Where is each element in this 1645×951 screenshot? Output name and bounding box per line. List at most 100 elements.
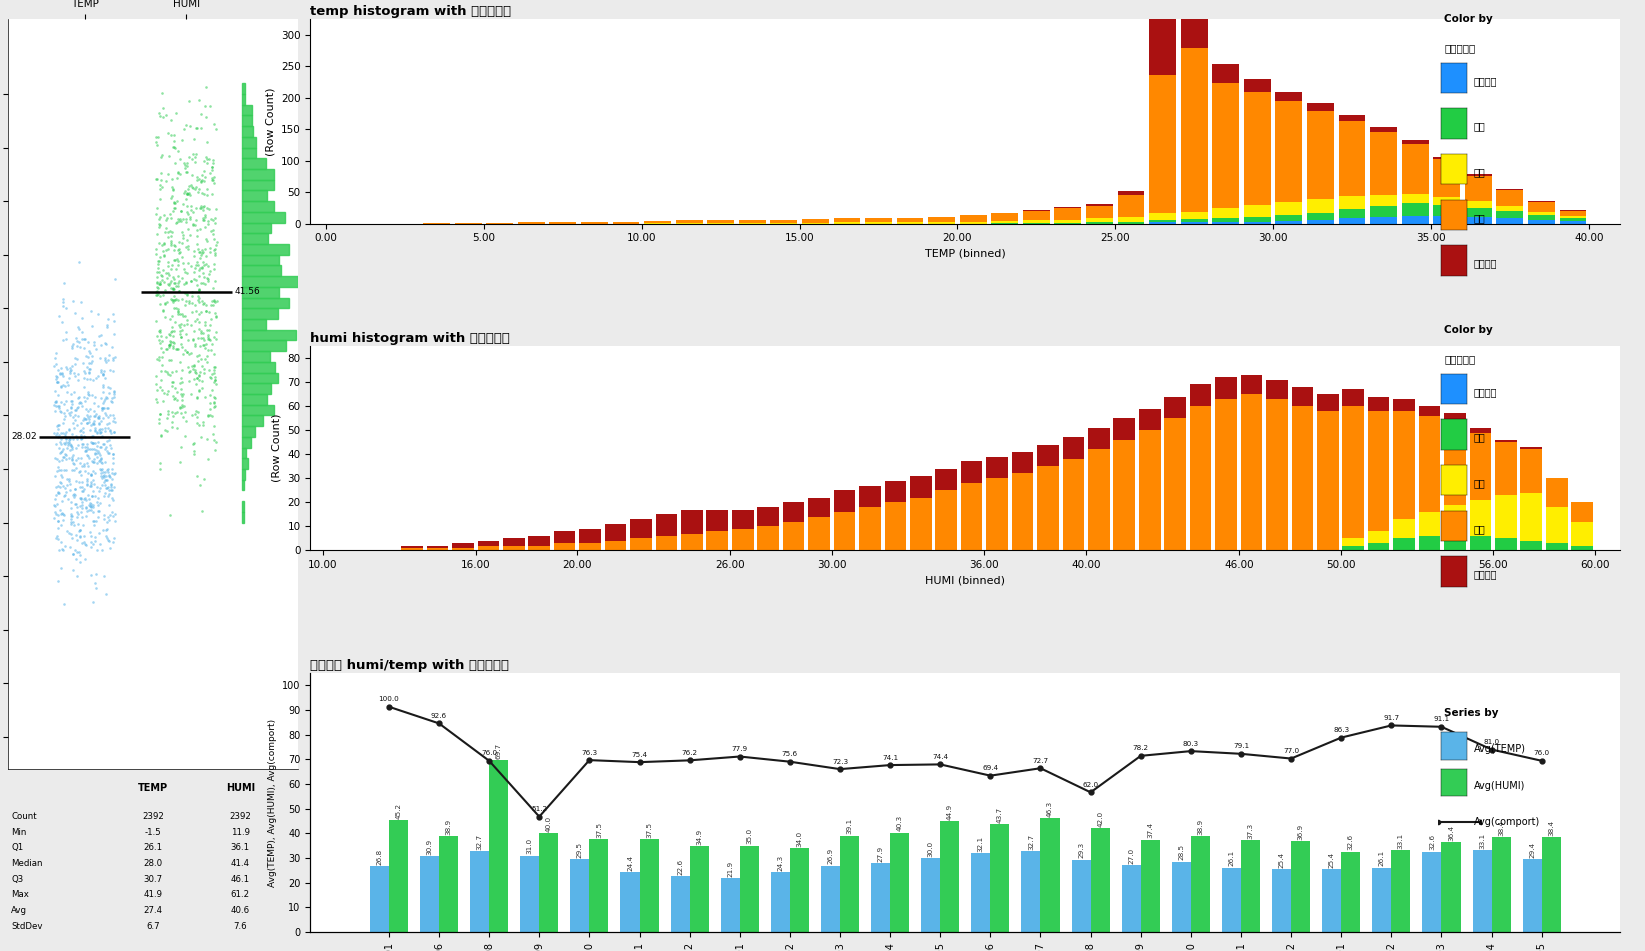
Point	[151, 207, 178, 223]
Bar	[439, 836, 457, 932]
Point	[43, 394, 69, 409]
Point	[92, 528, 118, 543]
Point	[184, 255, 211, 270]
Point	[202, 201, 229, 216]
Point	[43, 369, 69, 384]
Point	[155, 166, 181, 182]
Point	[143, 201, 169, 216]
Point	[53, 394, 79, 409]
Point	[158, 233, 184, 248]
Point	[76, 502, 102, 517]
Point	[189, 243, 215, 258]
Point	[89, 522, 115, 537]
Bar	[841, 836, 859, 932]
Point	[156, 367, 183, 382]
Bar	[426, 548, 449, 551]
Point	[100, 384, 127, 399]
Point	[155, 277, 181, 292]
Bar	[503, 538, 525, 546]
Point	[194, 327, 220, 342]
Point	[58, 362, 84, 378]
Point	[151, 363, 178, 378]
Text: 27.9: 27.9	[877, 845, 883, 862]
Point	[201, 172, 227, 187]
Point	[97, 408, 123, 423]
Point	[184, 404, 211, 419]
Point	[79, 436, 105, 451]
Bar	[821, 865, 841, 932]
Bar	[1171, 862, 1191, 932]
Point	[86, 411, 112, 426]
Point	[67, 528, 94, 543]
Point	[63, 452, 89, 467]
Point	[90, 469, 117, 484]
Point	[87, 448, 114, 463]
Point	[64, 352, 90, 367]
Point	[150, 235, 176, 250]
Point	[146, 264, 173, 280]
Bar	[1272, 869, 1291, 932]
Bar	[1444, 420, 1466, 505]
Point	[56, 365, 82, 380]
Bar	[1189, 406, 1211, 551]
Point	[191, 266, 217, 281]
Point	[202, 373, 229, 388]
Point	[151, 296, 178, 311]
Point	[82, 407, 109, 422]
Point	[181, 339, 207, 354]
Point	[201, 155, 227, 170]
Point	[89, 542, 115, 557]
Point	[153, 282, 179, 298]
Text: 30.7: 30.7	[143, 875, 163, 883]
Point	[153, 212, 179, 227]
Text: 25.4: 25.4	[1329, 852, 1334, 868]
Text: 26.1: 26.1	[143, 844, 163, 852]
Avg(comport)	[429, 718, 449, 729]
Point	[79, 473, 105, 488]
Point	[58, 509, 84, 524]
Point	[166, 213, 192, 228]
Text: 37.5: 37.5	[646, 822, 651, 838]
Point	[192, 169, 219, 184]
Text: 25.4: 25.4	[1278, 852, 1285, 868]
Point	[86, 409, 112, 424]
Avg(comport)	[1531, 755, 1551, 767]
Point	[161, 253, 188, 268]
Point	[184, 410, 211, 425]
Point	[79, 513, 105, 528]
Text: 28.02: 28.02	[12, 432, 36, 441]
Point	[192, 389, 219, 404]
Bar	[242, 223, 271, 233]
Point	[67, 396, 94, 411]
Point	[69, 479, 95, 495]
Point	[49, 314, 76, 329]
Bar	[936, 491, 957, 551]
Point	[97, 423, 123, 438]
Point	[51, 409, 77, 424]
Point	[95, 482, 122, 497]
Point	[176, 293, 202, 308]
Point	[189, 296, 215, 311]
Point	[51, 596, 77, 611]
Point	[82, 436, 109, 451]
Point	[146, 277, 173, 292]
Bar	[242, 373, 278, 383]
Point	[79, 504, 105, 519]
Point	[199, 382, 225, 398]
Point	[153, 410, 179, 425]
Point	[63, 369, 89, 384]
Point	[202, 391, 229, 406]
Text: 79.1: 79.1	[1234, 744, 1249, 749]
Point	[191, 295, 217, 310]
Bar	[1495, 439, 1517, 442]
Point	[92, 423, 118, 438]
Point	[87, 461, 114, 476]
Text: 39.1: 39.1	[847, 818, 852, 834]
Point	[151, 224, 178, 240]
Point	[72, 500, 99, 515]
Bar	[554, 543, 576, 551]
Point	[51, 368, 77, 383]
Point	[81, 513, 107, 528]
Point	[183, 336, 209, 351]
Point	[174, 345, 201, 360]
